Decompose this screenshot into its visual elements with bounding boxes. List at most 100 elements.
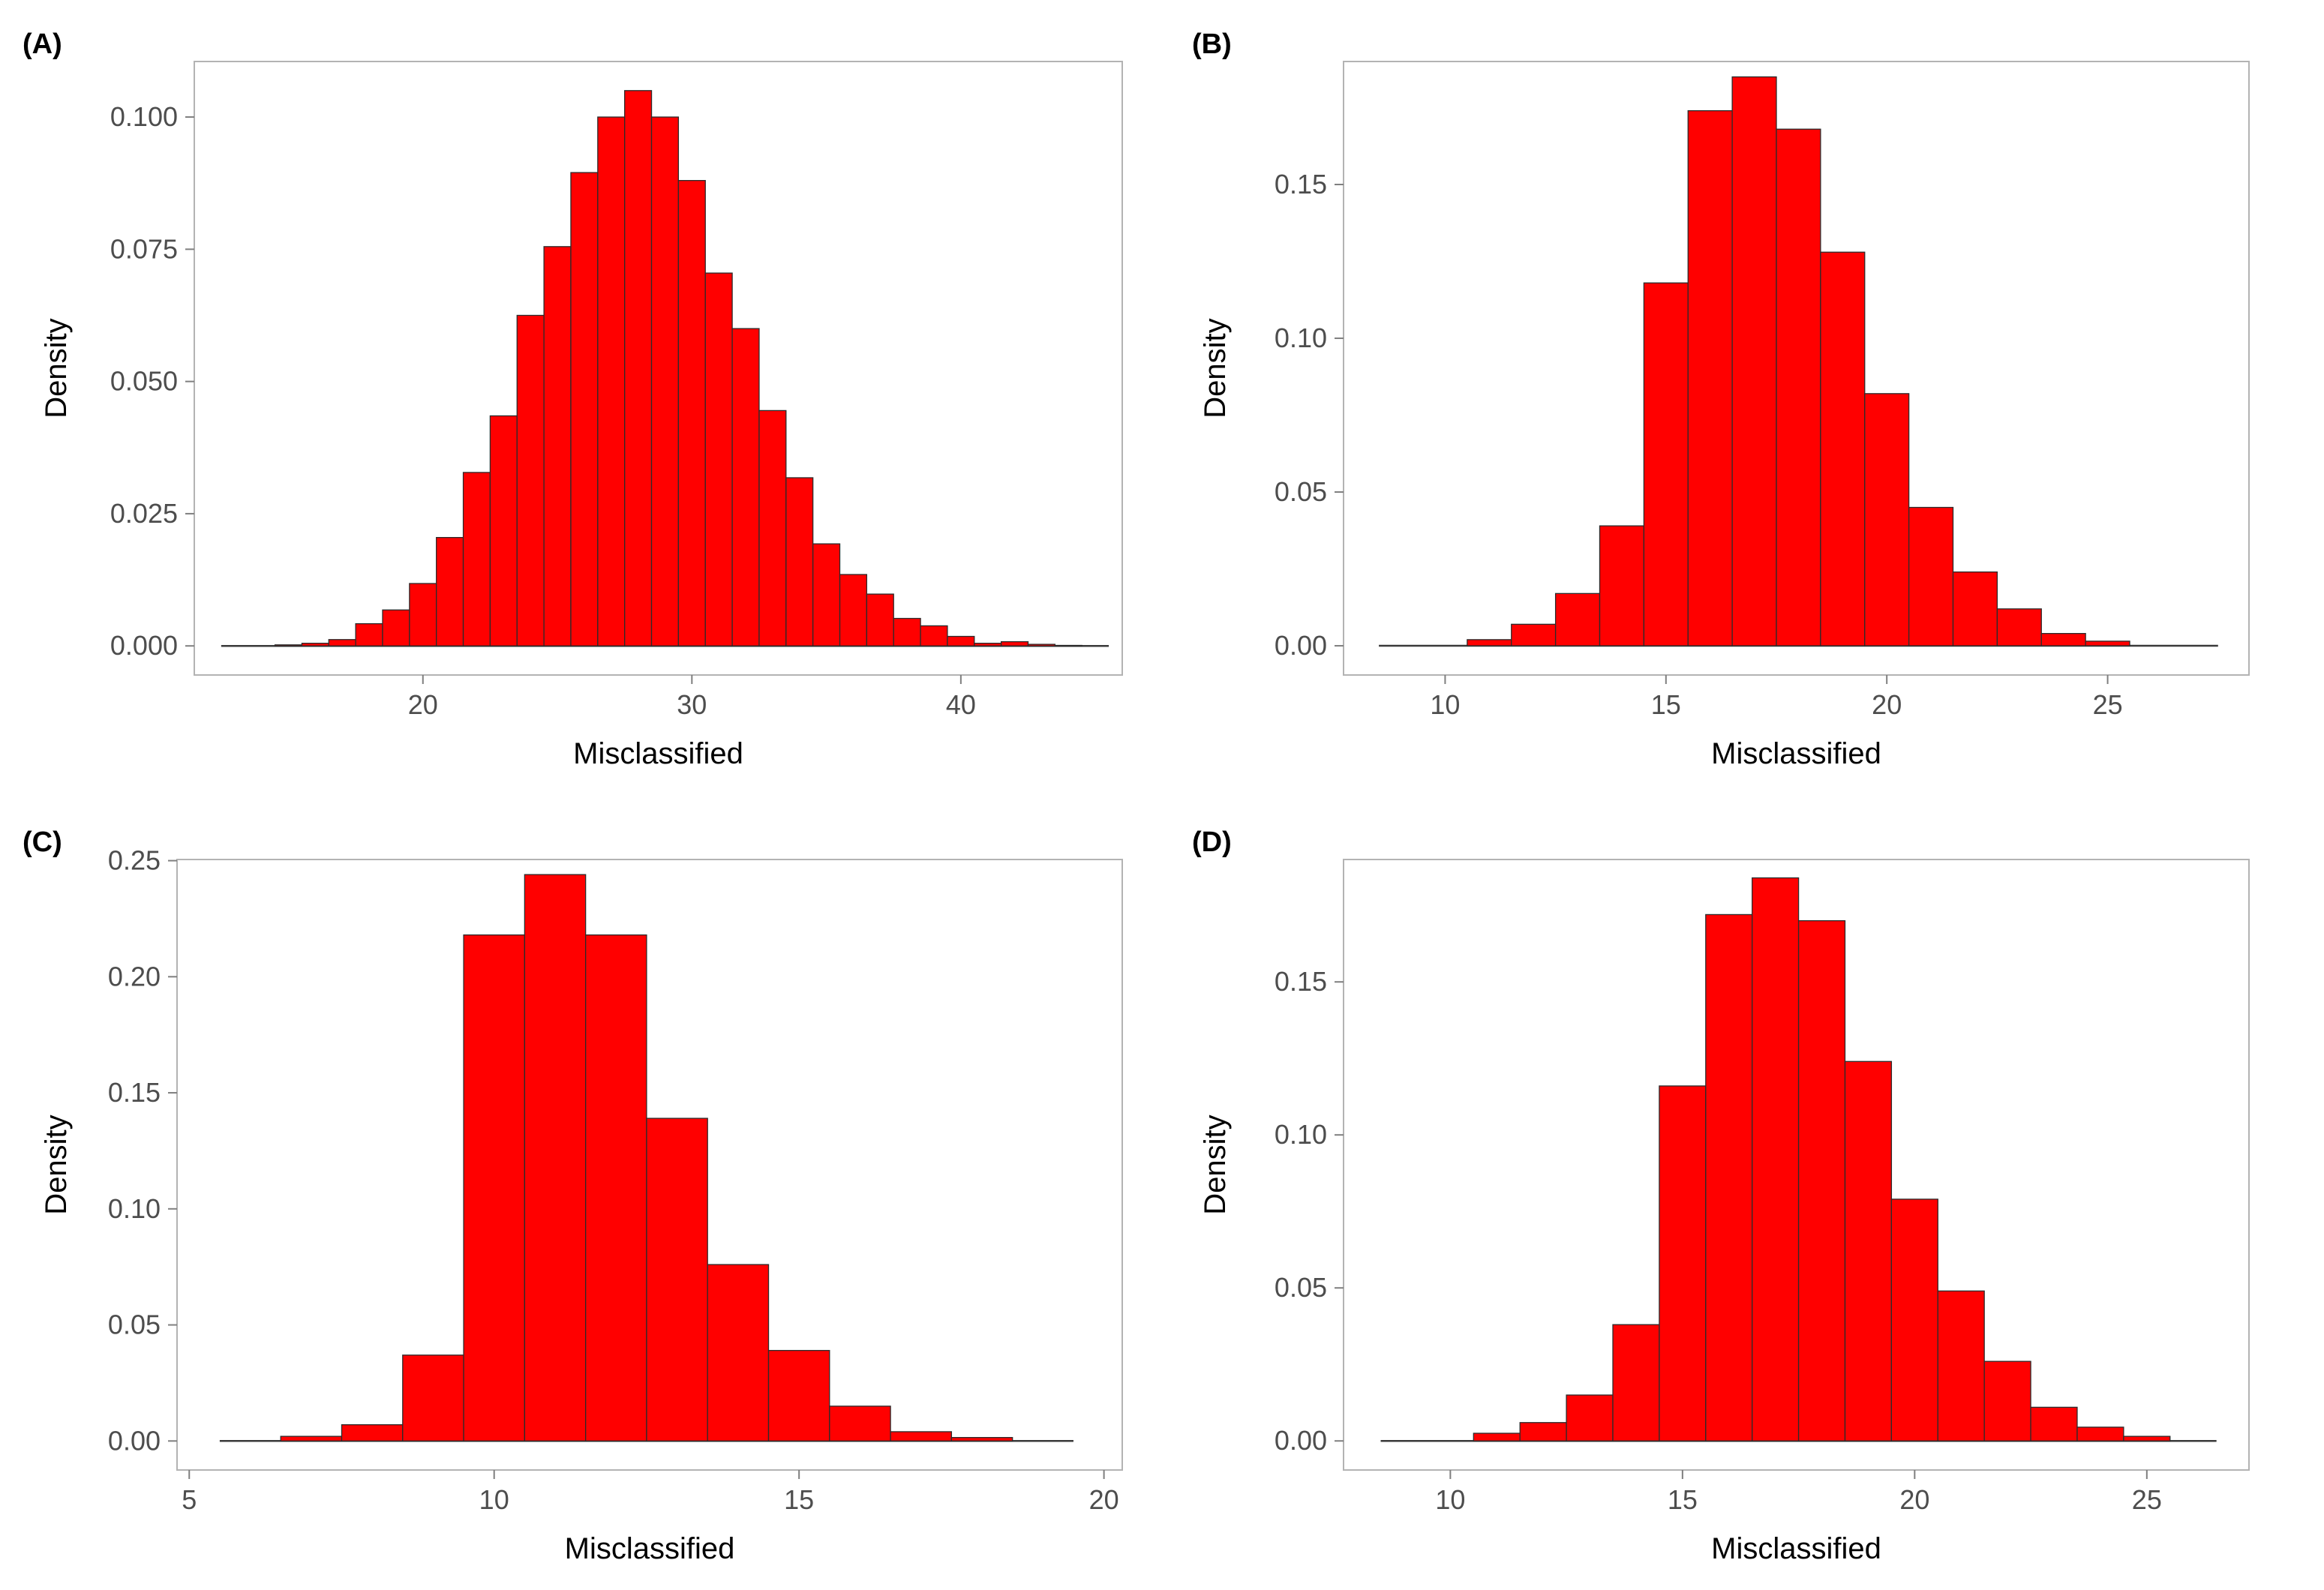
histogram-bar [707, 1264, 770, 1442]
histogram-bar [829, 1406, 891, 1442]
x-axis-title: Misclassified [573, 737, 743, 770]
histogram-bar [1643, 282, 1689, 646]
histogram-bar [731, 328, 760, 646]
x-tick-label: 10 [1430, 689, 1460, 720]
histogram-bar [1890, 1198, 1938, 1442]
histogram-bar [1554, 592, 1601, 646]
y-axis-title: Density [1199, 1114, 1232, 1214]
x-tick-label: 40 [946, 689, 976, 720]
x-tick-label: 15 [784, 1484, 814, 1515]
histogram-bar [1027, 644, 1056, 646]
histogram-bar [301, 643, 329, 646]
y-tick-label: 0.10 [1275, 322, 1327, 353]
histogram-bar [1752, 877, 1800, 1442]
histogram-bar [1820, 251, 1866, 646]
histogram-panel-d: 10 15 20 25 0.00 0.05 0.10 0.15 Misclassified Den… [1199, 859, 2250, 1565]
y-tick-label: 0.25 [108, 845, 161, 876]
histogram-bar [409, 583, 437, 646]
histogram-bar [1908, 506, 1954, 646]
histogram-bar [950, 1437, 1013, 1442]
histogram-bar [2085, 640, 2130, 646]
histogram-bar [650, 116, 680, 646]
y-axis-title: Density [40, 318, 73, 418]
y-axis-title: Density [1199, 318, 1232, 418]
histogram-bar [920, 625, 948, 646]
x-axis-title: Misclassified [1711, 1532, 1881, 1565]
x-tick-label: 10 [479, 1484, 509, 1515]
histogram-bar [2040, 632, 2086, 646]
histogram-bar [1519, 1422, 1567, 1442]
histogram-bar [677, 180, 706, 646]
histogram-bar [1659, 1085, 1707, 1442]
x-axis-title: Misclassified [1711, 737, 1881, 770]
histogram-bar [2030, 1406, 2078, 1442]
y-tick-label: 0.15 [1275, 966, 1327, 997]
histogram-bar [1687, 110, 1733, 646]
histogram-bar [1705, 914, 1753, 1442]
histogram-bar [1952, 571, 1998, 646]
histogram-bar [1776, 128, 1821, 646]
histogram-bar [758, 410, 787, 646]
x-tick-label: 15 [1668, 1484, 1698, 1515]
y-axis-title: Density [40, 1114, 73, 1214]
histogram-bar [462, 472, 491, 646]
histogram-panel-a: 20 30 40 0.000 0.025 0.050 0.075 0.100 Misclassi… [40, 61, 1123, 770]
histogram-bar [704, 272, 733, 646]
histogram-bar [280, 1436, 343, 1442]
y-tick-label: 0.000 [110, 630, 178, 661]
histogram-bar [1937, 1290, 1985, 1442]
x-tick-label: 20 [1899, 1484, 1929, 1515]
x-tick-label: 30 [677, 689, 707, 720]
histogram-bar [570, 172, 599, 646]
histogram-bar [624, 90, 653, 646]
histogram-bar [382, 609, 410, 646]
histogram-bar [1612, 1324, 1660, 1442]
histogram-bar [1566, 1394, 1614, 1442]
histogram-bar [1599, 525, 1645, 646]
histogram-bar [2123, 1436, 2171, 1442]
panel-label-a: (A) [23, 28, 62, 60]
plot-border [176, 859, 1123, 1471]
y-tick-label: 0.00 [1275, 1425, 1327, 1456]
histogram-bar [866, 593, 894, 646]
histogram-bar [355, 622, 383, 646]
x-tick-label: 20 [1089, 1484, 1119, 1515]
histogram-bar [974, 643, 1002, 646]
histogram-bar [274, 644, 303, 646]
plot-border [1343, 61, 2250, 676]
histogram-bar [1511, 623, 1557, 646]
x-tick-label: 25 [2132, 1484, 2162, 1515]
histogram-bar [1996, 608, 2042, 646]
x-axis-title: Misclassified [565, 1532, 735, 1565]
histogram-bar [524, 874, 587, 1442]
y-tick-label: 0.100 [110, 101, 178, 132]
histogram-bar [1797, 920, 1846, 1442]
y-tick-label: 0.10 [108, 1193, 161, 1224]
y-tick-label: 0.050 [110, 366, 178, 397]
histogram-bar [1731, 76, 1777, 646]
histogram-bar [436, 537, 464, 646]
x-tick-label: 20 [1872, 689, 1902, 720]
histogram-bar [597, 116, 626, 646]
histogram-bar [839, 574, 868, 646]
histogram-bar [890, 1431, 953, 1442]
y-tick-label: 0.025 [110, 498, 178, 529]
x-tick-label: 20 [408, 689, 438, 720]
x-tick-label: 15 [1651, 689, 1681, 720]
histogram-bar [785, 477, 814, 646]
histogram-bar [328, 639, 356, 646]
histogram-bar [812, 543, 841, 646]
panel-label-d: (D) [1192, 826, 1232, 858]
y-tick-label: 0.05 [1275, 476, 1327, 507]
histogram-bar [947, 635, 975, 646]
y-tick-label: 0.10 [1275, 1119, 1327, 1150]
histogram-bar [1844, 1060, 1893, 1442]
x-tick-label: 5 [182, 1484, 197, 1515]
histogram-bar [402, 1354, 464, 1442]
y-tick-label: 0.20 [108, 961, 161, 992]
x-tick-label: 10 [1435, 1484, 1465, 1515]
y-tick-label: 0.05 [108, 1310, 161, 1340]
histogram-bar [463, 934, 526, 1442]
histogram-bar [2076, 1426, 2124, 1442]
y-tick-label: 0.15 [1275, 169, 1327, 200]
